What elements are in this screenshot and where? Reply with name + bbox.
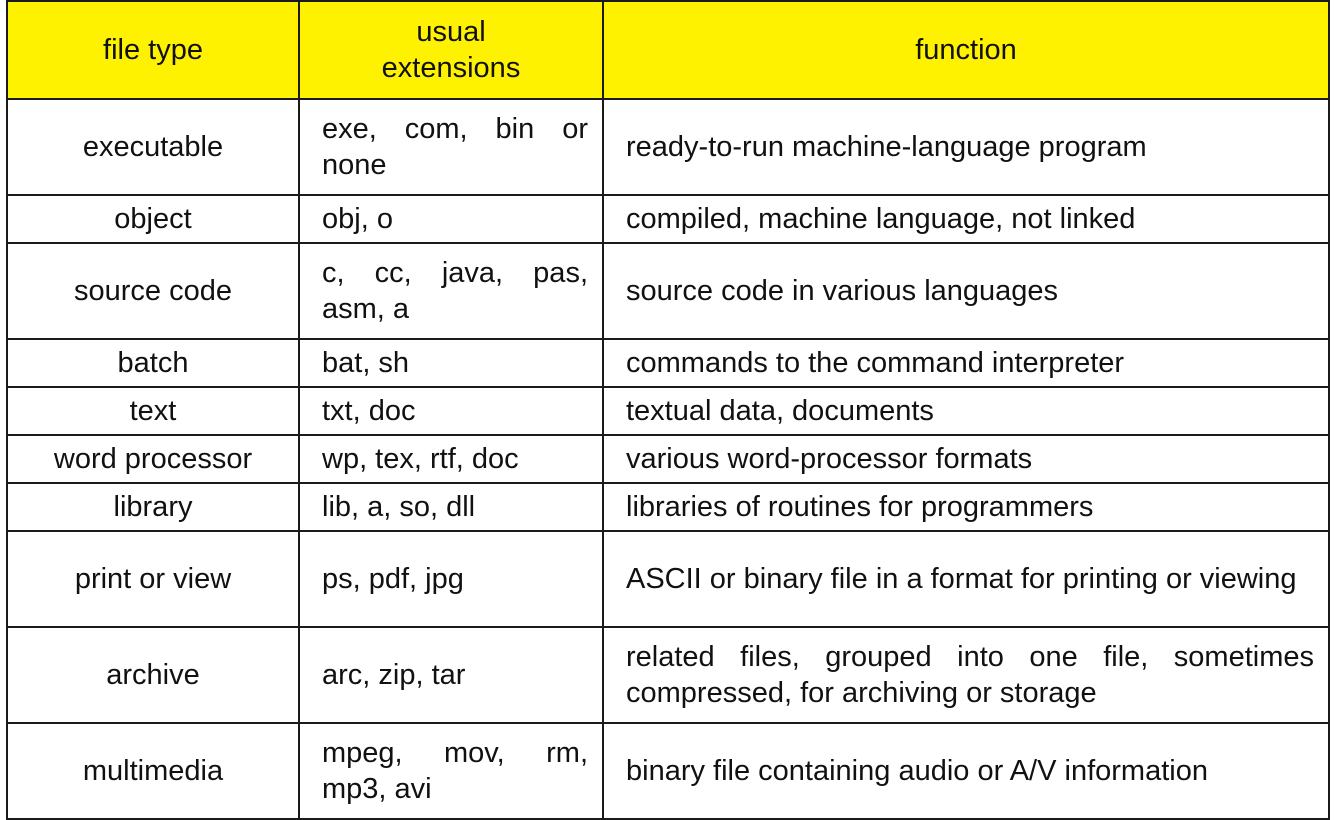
table-row: executable exe, com, bin or none ready-t… xyxy=(6,98,1330,196)
cell-file-type: batch xyxy=(6,338,300,388)
header-function: function xyxy=(602,0,1330,100)
cell-function: binary file containing audio or A/V info… xyxy=(602,722,1330,820)
cell-file-type: object xyxy=(6,194,300,244)
cell-function: source code in various languages xyxy=(602,242,1330,340)
cell-extensions: ps, pdf, jpg xyxy=(298,530,604,628)
cell-file-type: executable xyxy=(6,98,300,196)
cell-function: various word-processor formats xyxy=(602,434,1330,484)
table-body: executable exe, com, bin or none ready-t… xyxy=(6,98,1330,820)
cell-file-type: multimedia xyxy=(6,722,300,820)
cell-file-type: word processor xyxy=(6,434,300,484)
cell-extensions: arc, zip, tar xyxy=(298,626,604,724)
header-file-type: file type xyxy=(6,0,300,100)
cell-extensions: txt, doc xyxy=(298,386,604,436)
table-row: batch bat, sh commands to the command in… xyxy=(6,338,1330,388)
table-row: object obj, o compiled, machine language… xyxy=(6,194,1330,244)
cell-function: commands to the command interpreter xyxy=(602,338,1330,388)
table-row: library lib, a, so, dll libraries of rou… xyxy=(6,482,1330,532)
table-row: print or view ps, pdf, jpg ASCII or bina… xyxy=(6,530,1330,628)
table-row: source code c, cc, java, pas, asm, a sou… xyxy=(6,242,1330,340)
cell-function: libraries of routines for programmers xyxy=(602,482,1330,532)
cell-file-type: source code xyxy=(6,242,300,340)
cell-function: ready-to-run machine-language program xyxy=(602,98,1330,196)
header-usual-extensions: usual extensions xyxy=(298,0,604,100)
cell-file-type: library xyxy=(6,482,300,532)
table-row: archive arc, zip, tar related files, gro… xyxy=(6,626,1330,724)
cell-extensions: wp, tex, rtf, doc xyxy=(298,434,604,484)
cell-extensions: obj, o xyxy=(298,194,604,244)
cell-extensions: mpeg, mov, rm, mp3, avi xyxy=(298,722,604,820)
header-usual-extensions-label: usual extensions xyxy=(381,16,521,84)
file-types-table: file type usual extensions function exec… xyxy=(6,0,1330,820)
cell-extensions: exe, com, bin or none xyxy=(298,98,604,196)
header-row: file type usual extensions function xyxy=(6,0,1330,100)
cell-extensions: lib, a, so, dll xyxy=(298,482,604,532)
cell-function: compiled, machine language, not linked xyxy=(602,194,1330,244)
cell-extensions: bat, sh xyxy=(298,338,604,388)
cell-extensions: c, cc, java, pas, asm, a xyxy=(298,242,604,340)
table-row: text txt, doc textual data, documents xyxy=(6,386,1330,436)
cell-function: ASCII or binary file in a format for pri… xyxy=(602,530,1330,628)
cell-file-type: text xyxy=(6,386,300,436)
table-header: file type usual extensions function xyxy=(6,0,1330,100)
table-row: word processor wp, tex, rtf, doc various… xyxy=(6,434,1330,484)
cell-function: textual data, documents xyxy=(602,386,1330,436)
cell-function: related files, grouped into one file, so… xyxy=(602,626,1330,724)
cell-file-type: print or view xyxy=(6,530,300,628)
cell-file-type: archive xyxy=(6,626,300,724)
table-row: multimedia mpeg, mov, rm, mp3, avi binar… xyxy=(6,722,1330,820)
